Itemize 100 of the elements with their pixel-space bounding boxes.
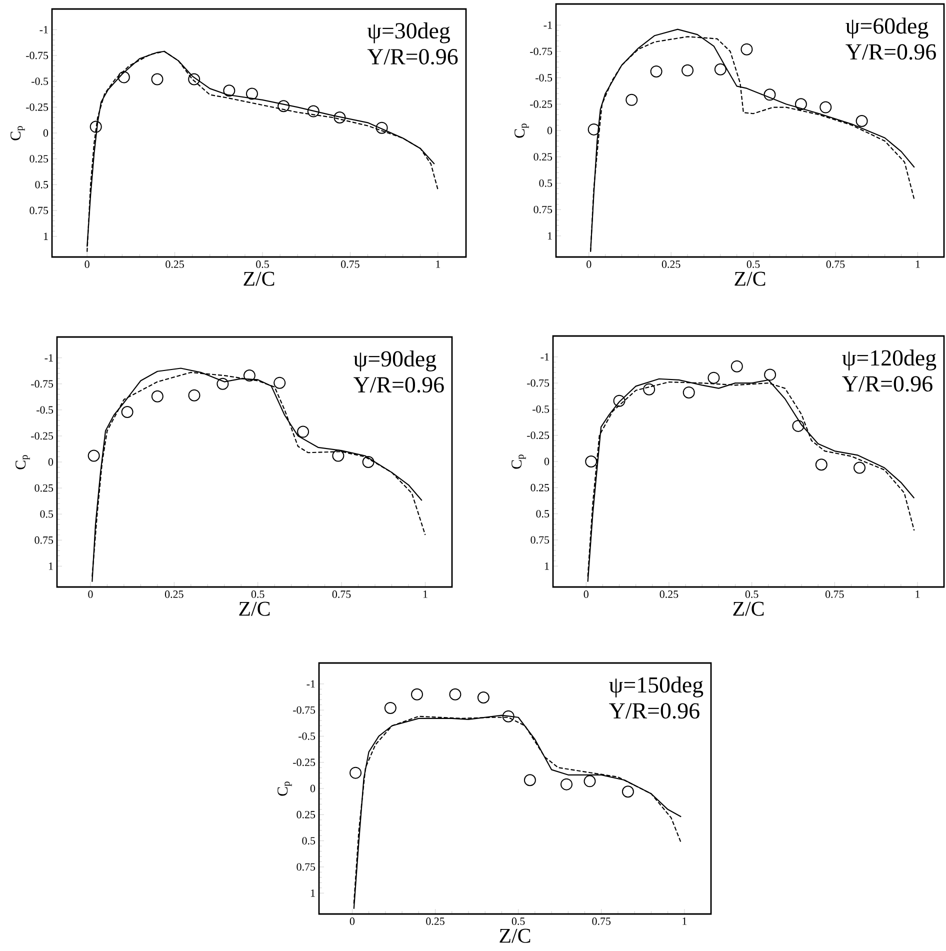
point <box>411 688 424 700</box>
point <box>643 383 656 396</box>
point <box>362 456 374 468</box>
point <box>151 73 164 86</box>
point <box>334 111 346 124</box>
y-tick-label: -0.75 <box>26 52 48 60</box>
y-tick-label: -0.25 <box>26 103 48 111</box>
x-tick-label: 0 <box>584 590 588 598</box>
x-axis-title: Z/C <box>733 602 764 616</box>
y-tick-label: 0.5 <box>539 179 552 187</box>
y-tick-label: -0.25 <box>293 758 316 766</box>
point <box>820 101 832 114</box>
y-tick-label: -0.75 <box>530 48 552 56</box>
point <box>730 360 743 372</box>
point <box>714 63 726 76</box>
y-tick-label: -1 <box>544 21 552 29</box>
point <box>216 378 229 390</box>
y-tick-label: 0.25 <box>30 155 48 163</box>
annotation: Y/R=0.96 <box>609 703 700 719</box>
y-axis-title: C$_{p}$ <box>10 126 25 140</box>
y-tick-label: 0.75 <box>30 206 48 214</box>
y-tick-label: 1 <box>44 232 48 240</box>
point <box>613 394 626 407</box>
y-tick-label: 0.5 <box>536 510 550 518</box>
annotation: Y/R=0.96 <box>367 48 458 65</box>
point <box>626 94 638 106</box>
point <box>88 450 100 462</box>
point <box>223 84 236 97</box>
point <box>384 702 396 714</box>
x-tick-label: 1 <box>916 260 920 268</box>
y-tick-label: -0.5 <box>532 405 550 413</box>
y-axis-title: C$_{p}$ <box>16 455 30 470</box>
y-axis-title: C$_{p}$ <box>512 454 526 469</box>
point <box>477 692 490 704</box>
x-axis-title: Z/C <box>244 272 274 286</box>
y-tick-label: 0.5 <box>35 180 48 188</box>
annotation: ψ=60deg <box>846 18 928 38</box>
point <box>585 456 598 468</box>
y-tick-label: 0 <box>547 126 552 134</box>
x-tick-label: 0.5 <box>745 590 758 598</box>
point <box>151 390 164 402</box>
point <box>794 98 807 110</box>
y-tick-label: 0 <box>544 458 550 466</box>
y-tick-label: 0.75 <box>530 536 550 544</box>
y-tick-label: 1 <box>544 562 549 570</box>
x-tick-label: 0.75 <box>826 260 845 268</box>
point <box>449 688 462 700</box>
x-tick-label: 0.75 <box>341 260 360 268</box>
point <box>740 43 753 56</box>
x-tick-label: 0 <box>84 260 90 268</box>
y-tick-label: 1 <box>310 889 315 897</box>
y-tick-label: 0.25 <box>34 484 54 492</box>
annotation: ψ=90deg <box>354 350 436 372</box>
y-tick-label: 0.75 <box>34 536 54 544</box>
point <box>332 450 344 462</box>
annotation: Y/R=0.96 <box>846 44 936 60</box>
y-tick-label: -0.75 <box>293 706 316 714</box>
point <box>650 65 662 78</box>
point <box>682 64 694 76</box>
annotation: ψ=30deg <box>367 22 450 44</box>
annotation: ψ=120deg <box>842 350 936 370</box>
y-tick-label: -1 <box>44 354 53 362</box>
point <box>274 376 286 389</box>
point <box>622 786 634 798</box>
point <box>560 778 572 790</box>
x-tick-label: 0 <box>350 918 355 925</box>
y-tick-label: 0 <box>48 458 54 466</box>
y-tick-label: -0.25 <box>530 100 552 108</box>
x-tick-label: 0.5 <box>512 918 525 925</box>
point <box>856 115 868 128</box>
y-tick-label: -1 <box>306 680 315 688</box>
x-tick-label: 0.25 <box>662 260 680 268</box>
point <box>278 100 290 112</box>
x-tick-label: 0.75 <box>825 590 844 598</box>
x-axis-title: Z/C <box>500 928 530 943</box>
y-tick-label: 0 <box>310 784 316 792</box>
x-tick-label: 0.25 <box>166 260 184 268</box>
x-tick-label: 0 <box>88 590 93 598</box>
y-tick-label: -0.5 <box>32 78 48 86</box>
y-tick-label: 1 <box>548 232 552 240</box>
x-tick-label: 1 <box>916 590 920 598</box>
point <box>708 372 720 384</box>
x-tick-label: 0.25 <box>426 918 444 925</box>
x-tick-label: 0.25 <box>164 590 184 598</box>
annotation: Y/R=0.96 <box>842 376 932 392</box>
point <box>243 370 256 382</box>
y-tick-label: 0.25 <box>296 810 316 818</box>
point <box>815 458 828 471</box>
point <box>764 368 776 381</box>
y-axis-title: C$_{p}$ <box>514 124 529 138</box>
y-tick-label: -1 <box>40 26 48 34</box>
x-axis-title: Z/C <box>239 602 270 616</box>
point <box>121 406 134 418</box>
point <box>188 389 200 402</box>
point <box>524 774 536 786</box>
point <box>246 88 258 100</box>
y-tick-label: 0.75 <box>296 863 316 871</box>
y-tick-label: -0.75 <box>31 380 54 388</box>
point <box>297 426 310 438</box>
point <box>188 73 200 86</box>
